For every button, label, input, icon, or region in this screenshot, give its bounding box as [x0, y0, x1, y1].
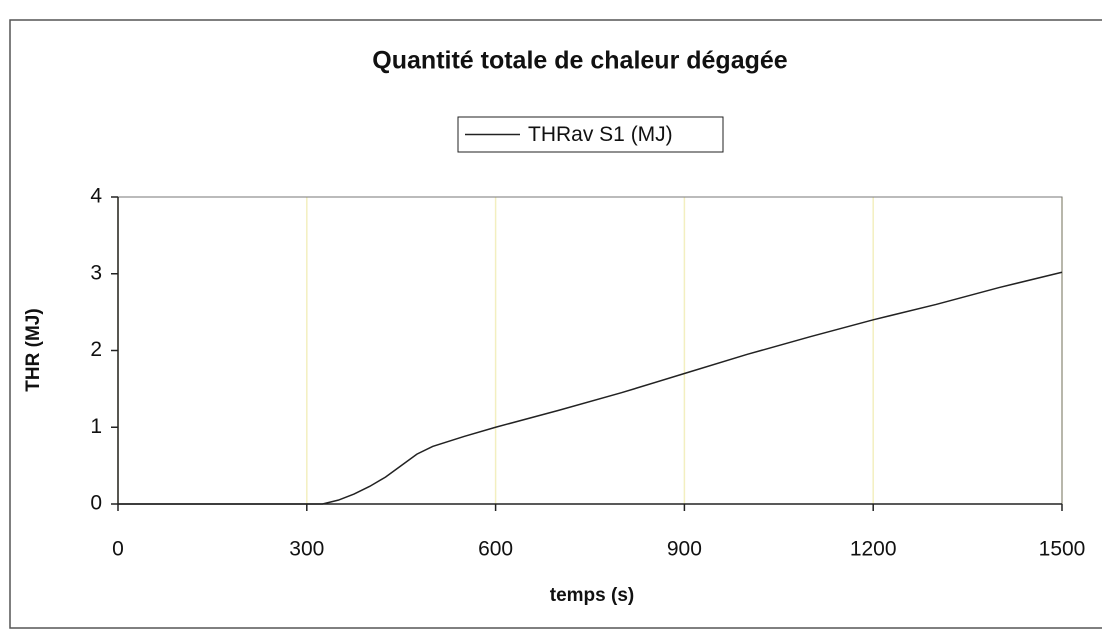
legend: THRav S1 (MJ) [457, 116, 724, 153]
y-tick-label: 3 [90, 261, 102, 284]
series-line [118, 271, 1063, 505]
x-tick-label: 1200 [850, 538, 897, 561]
y-axis-label: THR (MJ) [23, 308, 44, 391]
x-tick-label: 900 [667, 538, 702, 561]
y-tick-label: 0 [90, 492, 102, 515]
x-tick-label: 0 [112, 538, 124, 561]
legend-label: THRav S1 (MJ) [528, 123, 673, 146]
y-tick-label: 4 [90, 185, 102, 208]
y-tick-label: 1 [90, 415, 102, 438]
chart-title: Quantité totale de chaleur dégagée [372, 47, 787, 75]
x-tick-label: 300 [289, 538, 324, 561]
y-tick-label: 2 [90, 338, 102, 361]
x-tick-label: 1500 [1039, 538, 1086, 561]
x-tick-label: 600 [478, 538, 513, 561]
chart-frame [9, 19, 1102, 629]
x-axis-label: temps (s) [550, 585, 634, 606]
